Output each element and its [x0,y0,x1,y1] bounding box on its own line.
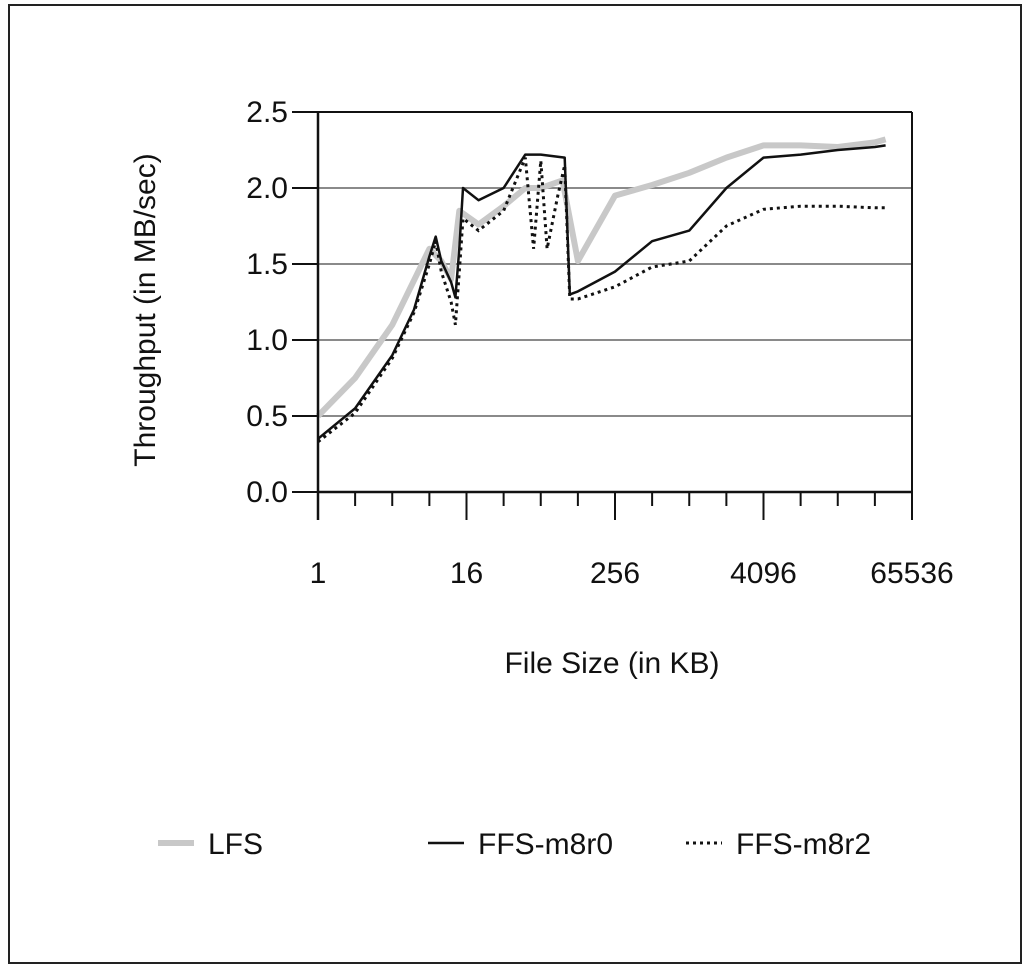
series-line-lfs [315,136,887,419]
axes-layer [316,111,913,520]
legend-label: FFS-m8r2 [736,828,871,861]
x-tick-label: 16 [450,557,483,590]
y-tick-label: 0.5 [246,400,288,433]
series-line-ffs-m8r0 [317,144,886,440]
x-tick-label: 4096 [730,557,797,590]
y-axis-label: Throughput (in MB/sec) [129,153,162,466]
y-tick-label: 1.0 [246,324,288,357]
y-tick-label: 2.0 [246,172,288,205]
grid-layer [318,111,912,417]
y-tick-label: 0.0 [246,476,288,509]
legend-label: LFS [208,828,263,861]
ticks-layer: 0.0 0.5 1.0 1.5 2.0 2.5 1 16 256 4096 65536 [246,96,953,590]
x-tick-label: 256 [590,557,640,590]
series-line-ffs-m8r2 [317,157,886,443]
series-layer [315,136,887,443]
y-tick-label: 2.5 [246,96,288,129]
throughput-chart: 0.0 0.5 1.0 1.5 2.0 2.5 1 16 256 4096 65536 Throug… [129,96,954,861]
x-tick-label: 65536 [870,557,953,590]
legend-item-lfs: LFS [158,828,263,861]
legend-label: FFS-m8r0 [478,828,613,861]
x-axis-label: File Size (in KB) [504,647,719,680]
x-tick-label: 1 [310,557,327,590]
y-tick-label: 1.5 [246,248,288,281]
legend-item-ffs-m8r0: FFS-m8r0 [428,828,613,861]
legend: LFS FFS-m8r0 FFS-m8r2 [158,828,871,861]
legend-item-ffs-m8r2: FFS-m8r2 [686,828,871,861]
